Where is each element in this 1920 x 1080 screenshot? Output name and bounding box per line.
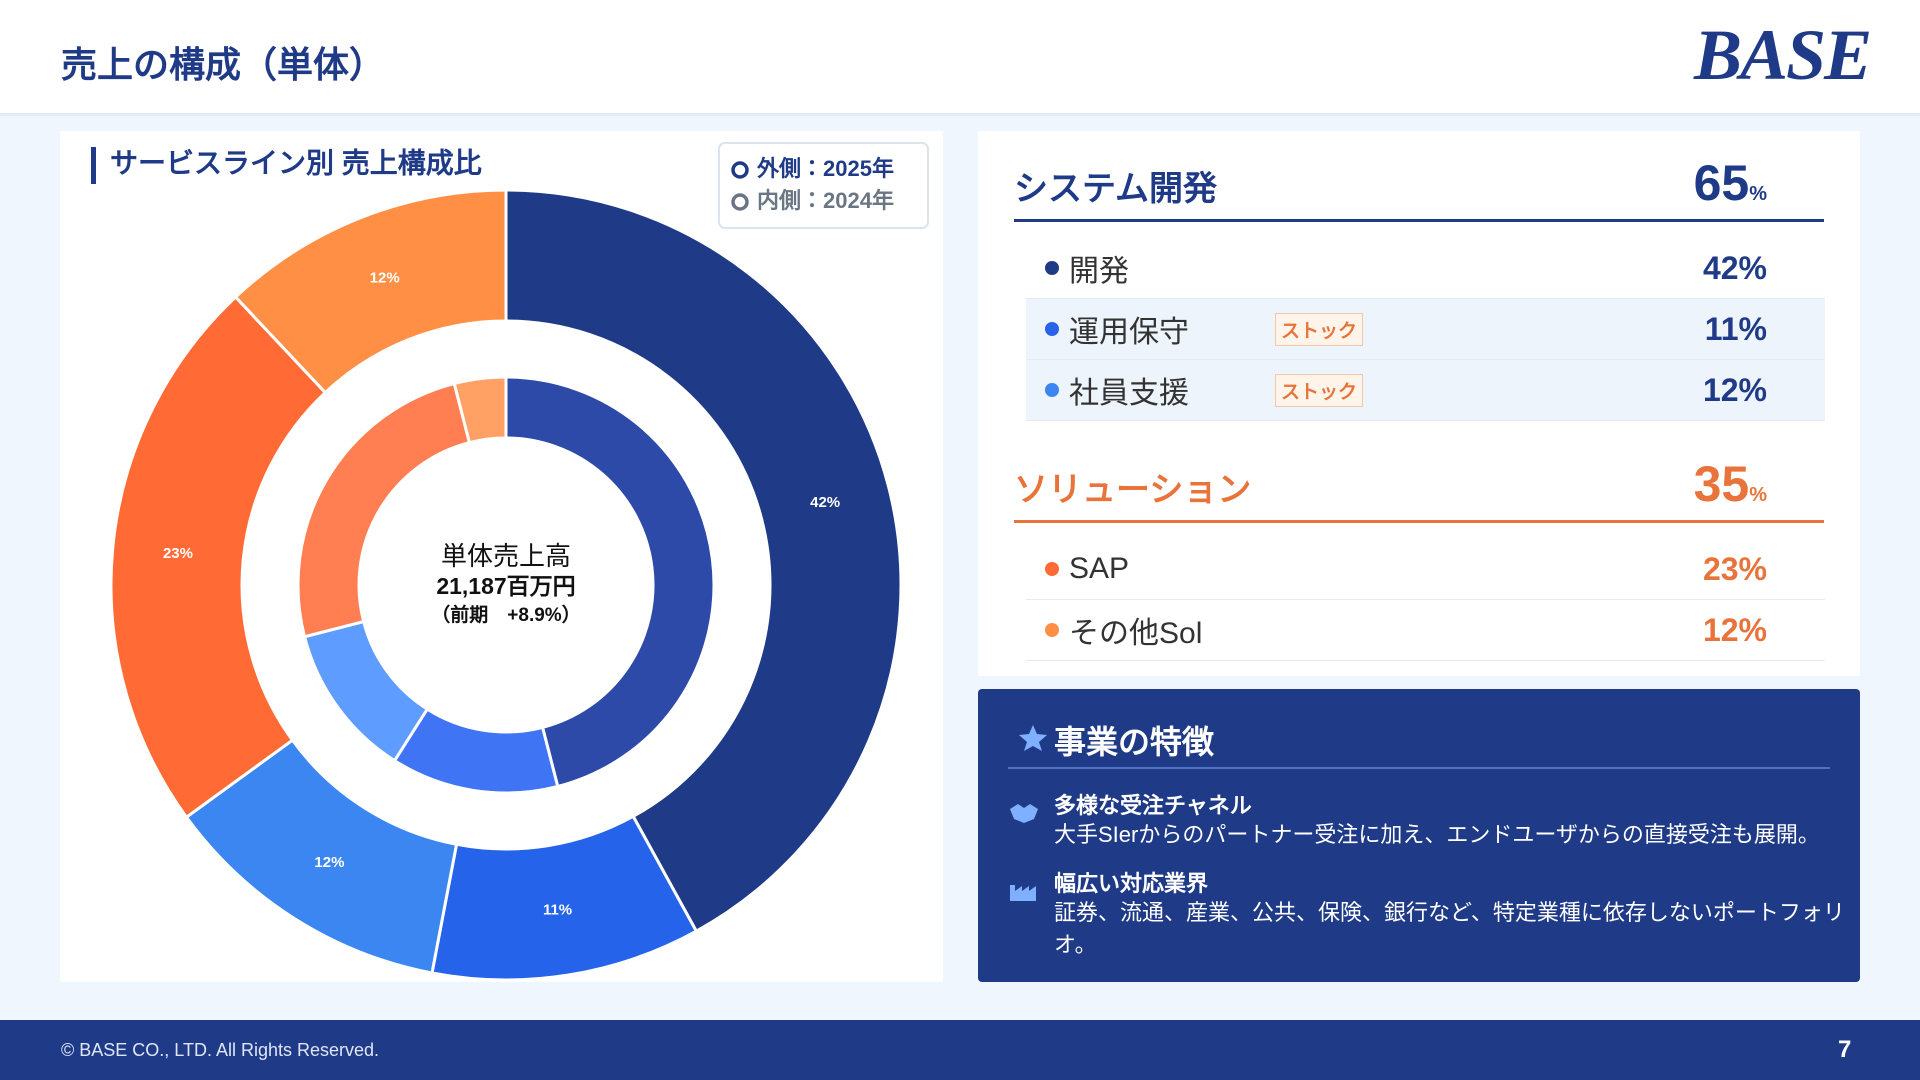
donut-segment (233, 188, 508, 395)
group-line (1014, 219, 1824, 222)
item-name: 開発 (1069, 255, 1129, 288)
page-title: 売上の構成（単体） (61, 44, 386, 85)
features-card: 事業の特徴 多様な受注チャネル 大手SIerからのパートナー受注に加え、エンドユ… (978, 689, 1860, 982)
group-number: 65 (1693, 155, 1750, 211)
factory-icon (1010, 885, 1036, 901)
item-value: 42% (1702, 249, 1767, 286)
page-number: 7 (1838, 1036, 1852, 1063)
breakdown-row: 運用保守 ストック 11% (1026, 299, 1825, 360)
stock-tag: ストック (1275, 373, 1364, 407)
item-name: SAP (1069, 552, 1130, 585)
group-line (1014, 520, 1824, 523)
item-name: 社員支援 (1069, 377, 1189, 410)
data-label: 23% (163, 545, 193, 562)
donut-segment (296, 381, 472, 639)
item-value: 12% (1702, 611, 1767, 648)
data-label: 12% (370, 270, 400, 287)
header: 売上の構成（単体） BASE (0, 0, 1920, 116)
logo: BASE (1694, 15, 1872, 95)
item-value: 12% (1702, 371, 1767, 408)
feature-text: 証券、流通、産業、公共、保険、銀行など、特定業種に依存しないポートフォリオ。 (1054, 900, 1845, 957)
group-unit: % (1749, 484, 1767, 506)
title-bar (91, 147, 96, 184)
item-value: 23% (1702, 550, 1767, 587)
item-name: 運用保守 (1069, 316, 1189, 349)
bullet (1045, 261, 1059, 275)
legend-marker (731, 193, 749, 211)
bullet (1045, 623, 1059, 637)
center-text: 21,187百万円 (436, 573, 575, 599)
item-name: その他Sol (1069, 617, 1203, 650)
group-value: 35% (1694, 455, 1767, 513)
features-title: 事業の特徴 (1054, 724, 1215, 760)
legend-marker (731, 161, 749, 179)
chart-card: サービスライン別 売上構成比 外側：2025年 内側：2024年 42% 11% 12%… (60, 131, 943, 982)
donut-segment (452, 375, 508, 445)
group-header: ソリューション 35% (1014, 455, 1767, 515)
breakdown-row: 社員支援 ストック 12% (1026, 360, 1825, 421)
center-text: （前期 +8.9%） (431, 603, 580, 626)
handshake-icon (1010, 804, 1038, 823)
group-name: システム開発 (1014, 170, 1217, 208)
donut-segment (504, 188, 903, 934)
legend-box (718, 142, 929, 229)
star-icon (1019, 725, 1047, 751)
group-name: ソリューション (1014, 471, 1252, 509)
breakdown-row: SAP 23% (1026, 539, 1825, 600)
group-unit: % (1749, 183, 1767, 205)
donut-segment (302, 619, 430, 763)
feature-text: 大手SIerからのパートナー受注に加え、エンドユーザからの直接受注も展開。 (1054, 822, 1820, 847)
footer: © BASE CO., LTD. All Rights Reserved. 7 (0, 1020, 1920, 1080)
group-value: 65% (1694, 154, 1767, 212)
group-number: 35 (1693, 456, 1750, 512)
group-header: システム開発 65% (1014, 154, 1767, 214)
bullet (1045, 383, 1059, 397)
center-text: 単体売上高 (441, 541, 571, 571)
legend-label: 外側：2025年 (756, 156, 894, 181)
data-label: 11% (543, 901, 572, 918)
donut-segment (109, 294, 328, 820)
item-value: 11% (1704, 310, 1767, 347)
legend-label: 内側：2024年 (757, 188, 894, 213)
breakdown-card: システム開発 65% 開発 42% 運用保守 ストック 11% 社員支援 ストック 12% ソリュー… (978, 131, 1860, 676)
bullet (1045, 562, 1059, 576)
donut-segment (504, 375, 716, 789)
breakdown-row: その他Sol 12% (1026, 600, 1825, 661)
divider (1008, 767, 1830, 769)
stock-tag: ストック (1275, 312, 1364, 346)
bullet (1045, 322, 1059, 336)
breakdown-row: 開発 42% (1026, 238, 1825, 299)
feature-title: 多様な受注チャネル (1054, 793, 1252, 818)
data-label: 12% (314, 854, 344, 871)
data-label: 42% (810, 494, 840, 511)
feature-title: 幅広い対応業界 (1054, 871, 1209, 896)
chart-title: サービスライン別 売上構成比 (110, 147, 482, 178)
copyright: © BASE CO., LTD. All Rights Reserved. (61, 1040, 380, 1060)
